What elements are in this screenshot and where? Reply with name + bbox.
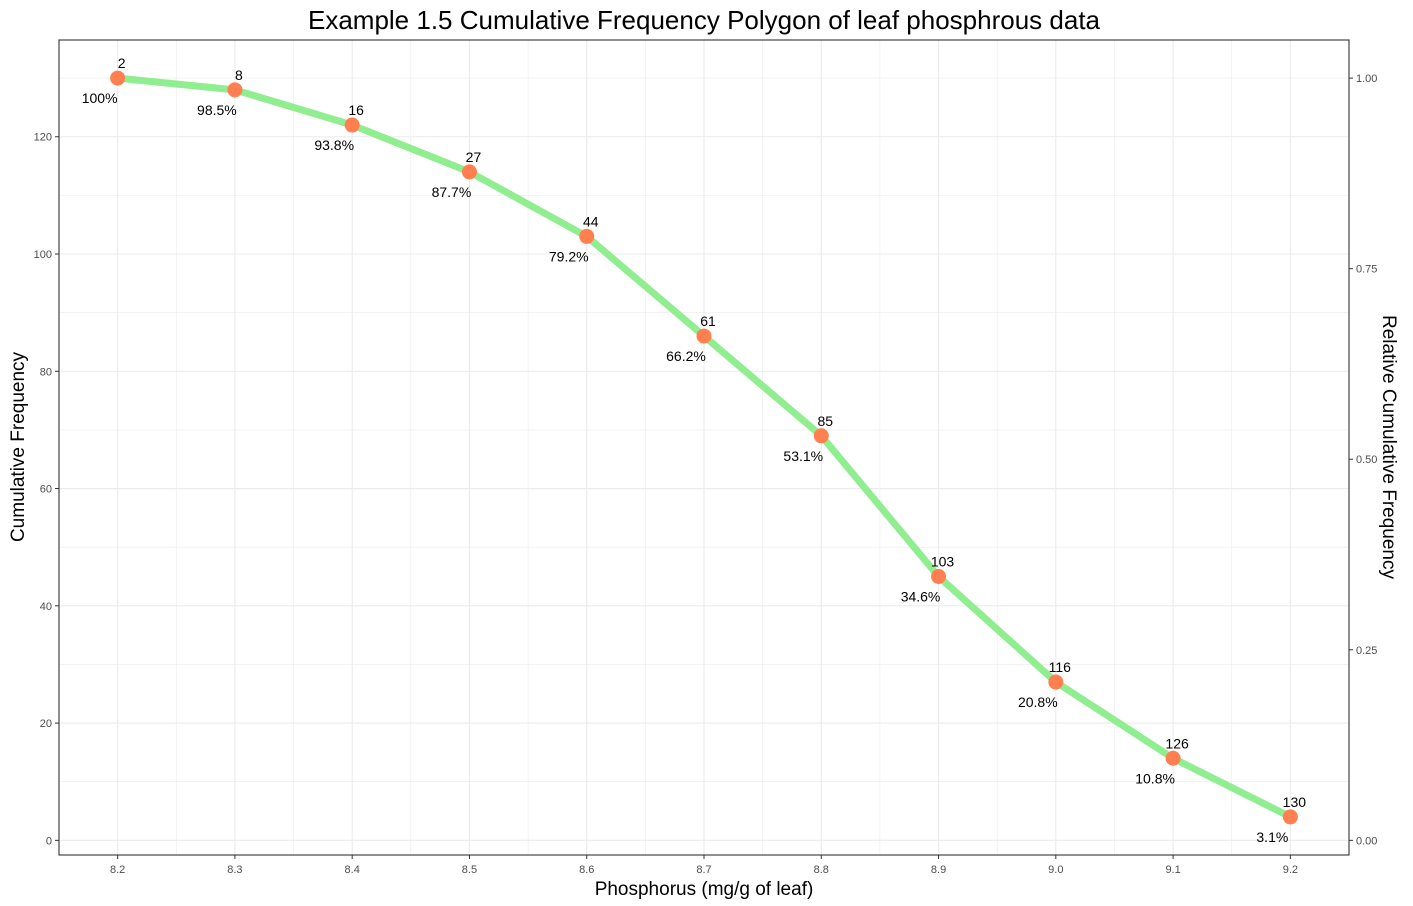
percent-label: 53.1% — [783, 448, 823, 464]
percent-label: 3.1% — [1256, 829, 1288, 845]
x-tick-label: 8.6 — [579, 864, 594, 876]
x-tick-label: 8.3 — [227, 864, 242, 876]
y-tick-label: 60 — [40, 484, 52, 496]
x-tick-label: 8.8 — [814, 864, 829, 876]
count-label: 27 — [466, 149, 482, 165]
y-tick-label: 0 — [46, 835, 52, 847]
y-tick-label: 100 — [34, 249, 52, 261]
x-tick-label: 9.0 — [1048, 864, 1063, 876]
y-tick-label: 40 — [40, 601, 52, 613]
y-axis-title: Cumulative Frequency — [8, 351, 29, 542]
y-tick-label: 120 — [34, 132, 52, 144]
data-point — [1282, 809, 1298, 825]
y-axis: 0 20 40 60 80 100 120 — [34, 132, 59, 847]
data-point — [696, 328, 712, 344]
count-label: 103 — [931, 553, 955, 569]
count-label: 116 — [1049, 659, 1072, 675]
x-tick-label: 9.1 — [1165, 864, 1180, 876]
data-points — [110, 70, 1298, 825]
y2-tick-label: 0.00 — [1356, 835, 1377, 847]
percent-label: 66.2% — [666, 348, 706, 364]
y2-tick-label: 1.00 — [1356, 73, 1377, 85]
count-label: 2 — [118, 55, 126, 71]
data-point — [344, 117, 360, 133]
count-label: 85 — [817, 413, 833, 429]
count-label: 130 — [1283, 794, 1307, 810]
percent-label: 20.8% — [1018, 694, 1058, 710]
percent-label: 10.8% — [1135, 770, 1175, 786]
x-axis-title: Phosphorus (mg/g of leaf) — [595, 879, 814, 900]
secondary-y-axis-title: Relative Cumulative Frequency — [1378, 315, 1399, 580]
x-tick-label: 8.2 — [110, 864, 125, 876]
x-tick-label: 8.5 — [462, 864, 477, 876]
x-tick-label: 8.7 — [696, 864, 711, 876]
x-axis: 8.2 8.3 8.4 8.5 8.6 8.7 8.8 8.9 9.0 9.1 9.2 — [110, 855, 1298, 876]
data-point — [227, 82, 243, 98]
y-tick-label: 80 — [40, 366, 52, 378]
count-labels: 2 8 16 27 44 61 85 103 116 126 130 — [118, 55, 1307, 810]
count-label: 61 — [700, 313, 716, 329]
data-point — [1048, 674, 1064, 690]
data-point — [813, 428, 829, 444]
x-tick-label: 8.4 — [345, 864, 360, 876]
y2-tick-label: 0.50 — [1356, 454, 1377, 466]
y-tick-label: 20 — [40, 718, 52, 730]
data-point — [110, 70, 126, 86]
major-gridlines — [59, 40, 1349, 855]
percent-label: 98.5% — [197, 102, 237, 118]
data-point — [1165, 750, 1181, 766]
count-label: 16 — [348, 102, 364, 118]
count-label: 126 — [1165, 735, 1189, 751]
y2-tick-label: 0.75 — [1356, 264, 1377, 276]
data-point — [579, 228, 595, 244]
data-point — [461, 164, 477, 180]
percent-label: 100% — [82, 90, 118, 106]
percent-label: 93.8% — [314, 137, 354, 153]
count-label: 8 — [235, 67, 243, 83]
percent-label: 87.7% — [432, 184, 472, 200]
y2-tick-label: 0.25 — [1356, 645, 1377, 657]
x-tick-label: 9.2 — [1283, 864, 1298, 876]
data-point — [931, 568, 947, 584]
percent-label: 34.6% — [901, 588, 941, 604]
count-label: 44 — [583, 213, 599, 229]
secondary-y-axis: 0.00 0.25 0.50 0.75 1.00 — [1349, 73, 1377, 847]
x-tick-label: 8.9 — [931, 864, 946, 876]
chart-title: Example 1.5 Cumulative Frequency Polygon… — [308, 5, 1101, 35]
percent-label: 79.2% — [549, 248, 589, 264]
percent-labels: 100% 98.5% 93.8% 87.7% 79.2% 66.2% 53.1% 34.6% 2… — [82, 90, 1289, 845]
